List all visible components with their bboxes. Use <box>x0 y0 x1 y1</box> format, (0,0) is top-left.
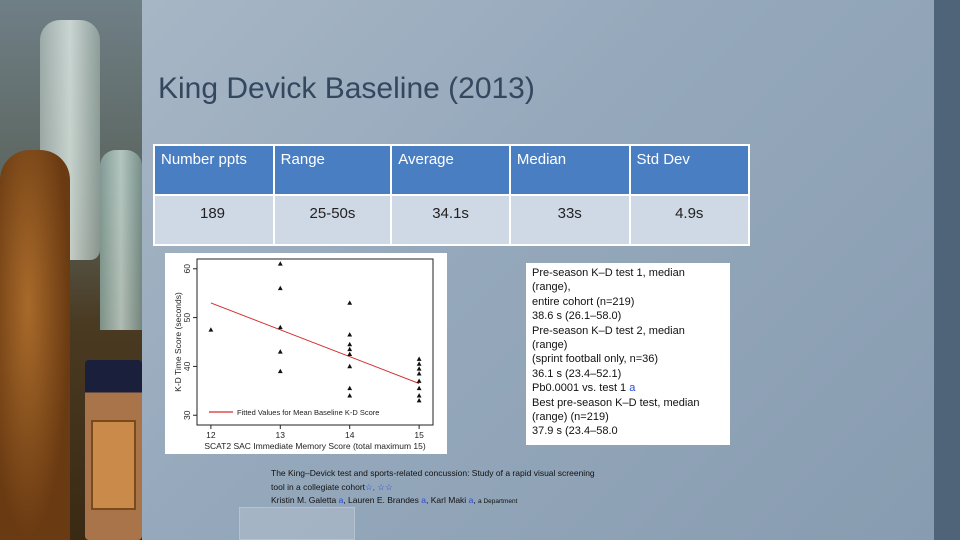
y-tick-label: 30 <box>182 410 192 420</box>
legend-label: Fitted Values for Mean Baseline K-D Scor… <box>237 408 379 417</box>
x-axis-label: SCAT2 SAC Immediate Memory Score (total … <box>204 441 426 451</box>
y-tick-label: 60 <box>182 264 192 274</box>
y-tick-label: 40 <box>182 361 192 371</box>
reference-marker[interactable]: a <box>629 382 636 395</box>
data-point <box>347 351 353 357</box>
table-header-row: Number ppts Range Average Median Std Dev <box>153 144 751 196</box>
data-point <box>416 371 422 376</box>
bottle-shape <box>0 150 70 540</box>
data-point <box>347 346 353 352</box>
background-photo-bottles <box>0 0 142 540</box>
data-point <box>208 327 214 332</box>
plot-frame <box>196 258 434 426</box>
data-point <box>416 385 422 391</box>
data-point <box>347 332 353 337</box>
data-point <box>347 300 353 305</box>
quote-line: (range) <box>532 339 568 352</box>
header-average: Average <box>390 144 511 196</box>
empty-placeholder-box <box>239 507 355 540</box>
citation-authors: Kristin M. Galetta a, Lauren E. Brandes … <box>271 495 518 505</box>
affiliation-text: a Department <box>478 498 518 505</box>
data-point <box>416 356 422 361</box>
quote-line: entire cohort (n=219) <box>532 295 635 308</box>
data-point <box>416 397 422 403</box>
quote-line: 37.9 s (23.4–58.0 <box>532 425 618 438</box>
header-range: Range <box>272 144 393 196</box>
cell-median: 33s <box>508 194 631 246</box>
x-tick-label: 12 <box>206 430 216 440</box>
data-point <box>277 261 283 266</box>
author-name[interactable]: Karl Maki <box>430 495 467 505</box>
x-tick-label: 15 <box>414 430 424 440</box>
star-footnote-links[interactable]: ☆, ☆☆ <box>365 481 393 492</box>
header-std-dev: Std Dev <box>628 144 751 196</box>
data-point <box>277 324 283 330</box>
quote-line: Pb0.0001 vs. test 1 a <box>532 382 636 395</box>
quote-line: (range), <box>532 281 571 294</box>
data-point <box>347 393 353 398</box>
citation-title-line: The King–Devick test and sports-related … <box>271 468 595 478</box>
quote-line: 38.6 s (26.1–58.0) <box>532 310 622 323</box>
citation: The King–Devick test and sports-related … <box>271 467 701 509</box>
data-point <box>416 378 422 383</box>
x-tick-label: 14 <box>345 430 355 440</box>
cell-std-dev: 4.9s <box>628 194 751 246</box>
citation-title-line: tool in a collegiate cohort☆, ☆☆ <box>271 481 393 492</box>
data-point <box>416 361 422 366</box>
data-point <box>347 385 353 391</box>
affiliation-ref[interactable]: a <box>421 495 427 505</box>
y-axis-label: K-D Time Score (seconds) <box>173 292 183 392</box>
author-name[interactable]: Kristin M. Galetta <box>271 495 337 505</box>
scatter-chart: 12 13 14 15 30 40 50 60 K-D Time Score (second… <box>165 253 447 454</box>
right-accent-bar <box>934 0 960 540</box>
data-point <box>416 366 422 371</box>
bottle-shape <box>85 360 142 540</box>
quote-line: Pre-season K–D test 2, median <box>532 324 685 337</box>
author-name[interactable]: Lauren E. Brandes <box>348 495 419 505</box>
header-number-ppts: Number ppts <box>153 144 275 196</box>
quote-line: Best pre-season K–D test, median <box>532 396 700 409</box>
quote-line: (range) (n=219) <box>532 411 609 424</box>
cell-average: 34.1s <box>390 194 511 246</box>
data-point <box>347 363 353 369</box>
data-point <box>347 341 353 347</box>
data-point <box>416 393 422 398</box>
quote-line: Pre-season K–D test 1, median <box>532 267 685 279</box>
study-results-box: Pre-season K–D test 1, median (range), e… <box>526 263 730 445</box>
chart-legend: Fitted Values for Mean Baseline K-D Scor… <box>209 408 379 417</box>
quote-line: 36.1 s (23.4–52.1) <box>532 367 622 380</box>
stats-table: Number ppts Range Average Median Std Dev… <box>153 144 751 246</box>
table-row: 189 25-50s 34.1s 33s 4.9s <box>153 194 751 246</box>
fitted-line <box>210 302 420 384</box>
chart-svg: 12 13 14 15 30 40 50 60 K-D Time Score (second… <box>173 258 434 451</box>
bottle-shape <box>100 150 142 330</box>
slide-title: King Devick Baseline (2013) <box>158 72 535 105</box>
affiliation-ref[interactable]: a <box>468 495 474 505</box>
header-median: Median <box>508 144 631 196</box>
x-tick-label: 13 <box>276 430 286 440</box>
data-point <box>277 349 283 354</box>
data-point <box>277 285 283 291</box>
affiliation-ref[interactable]: a <box>338 495 344 505</box>
cell-range: 25-50s <box>272 194 393 246</box>
data-point <box>277 368 283 374</box>
cell-number-ppts: 189 <box>153 194 275 246</box>
y-tick-label: 50 <box>182 313 192 323</box>
quote-line: (sprint football only, n=36) <box>532 353 659 366</box>
